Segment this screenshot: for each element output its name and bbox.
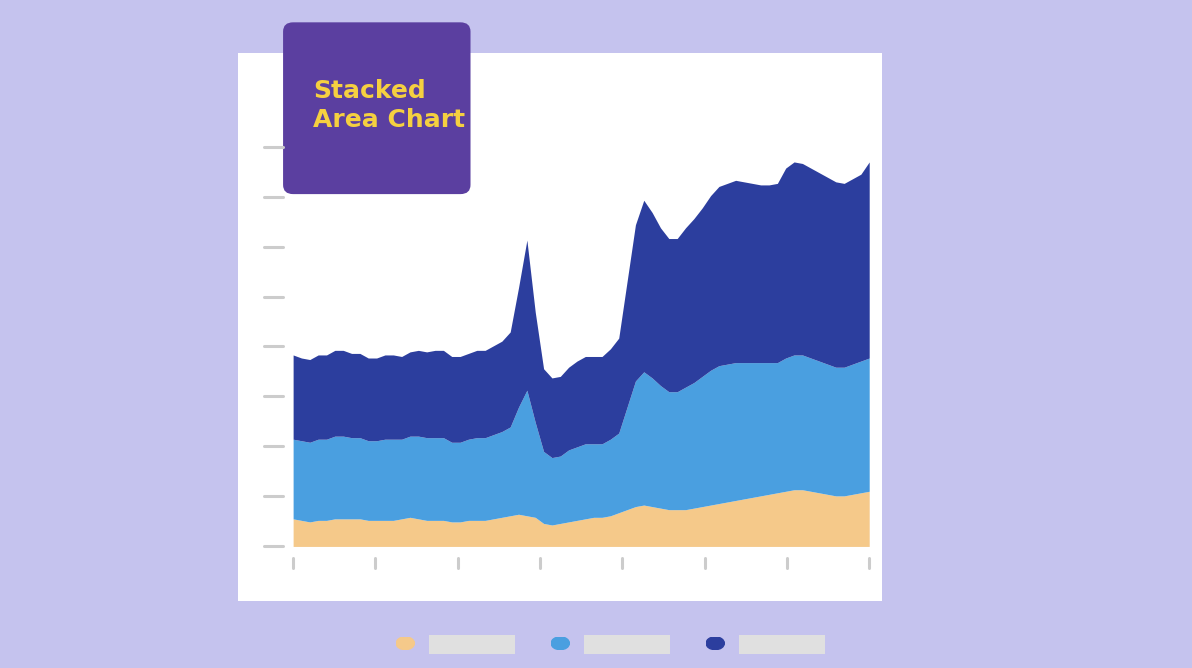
- Circle shape: [706, 637, 725, 650]
- Text: Stacked
Area Chart: Stacked Area Chart: [313, 79, 465, 132]
- Circle shape: [551, 637, 570, 650]
- FancyBboxPatch shape: [571, 633, 683, 657]
- FancyBboxPatch shape: [416, 633, 528, 657]
- FancyBboxPatch shape: [726, 633, 838, 657]
- Circle shape: [396, 637, 415, 650]
- FancyBboxPatch shape: [283, 22, 471, 194]
